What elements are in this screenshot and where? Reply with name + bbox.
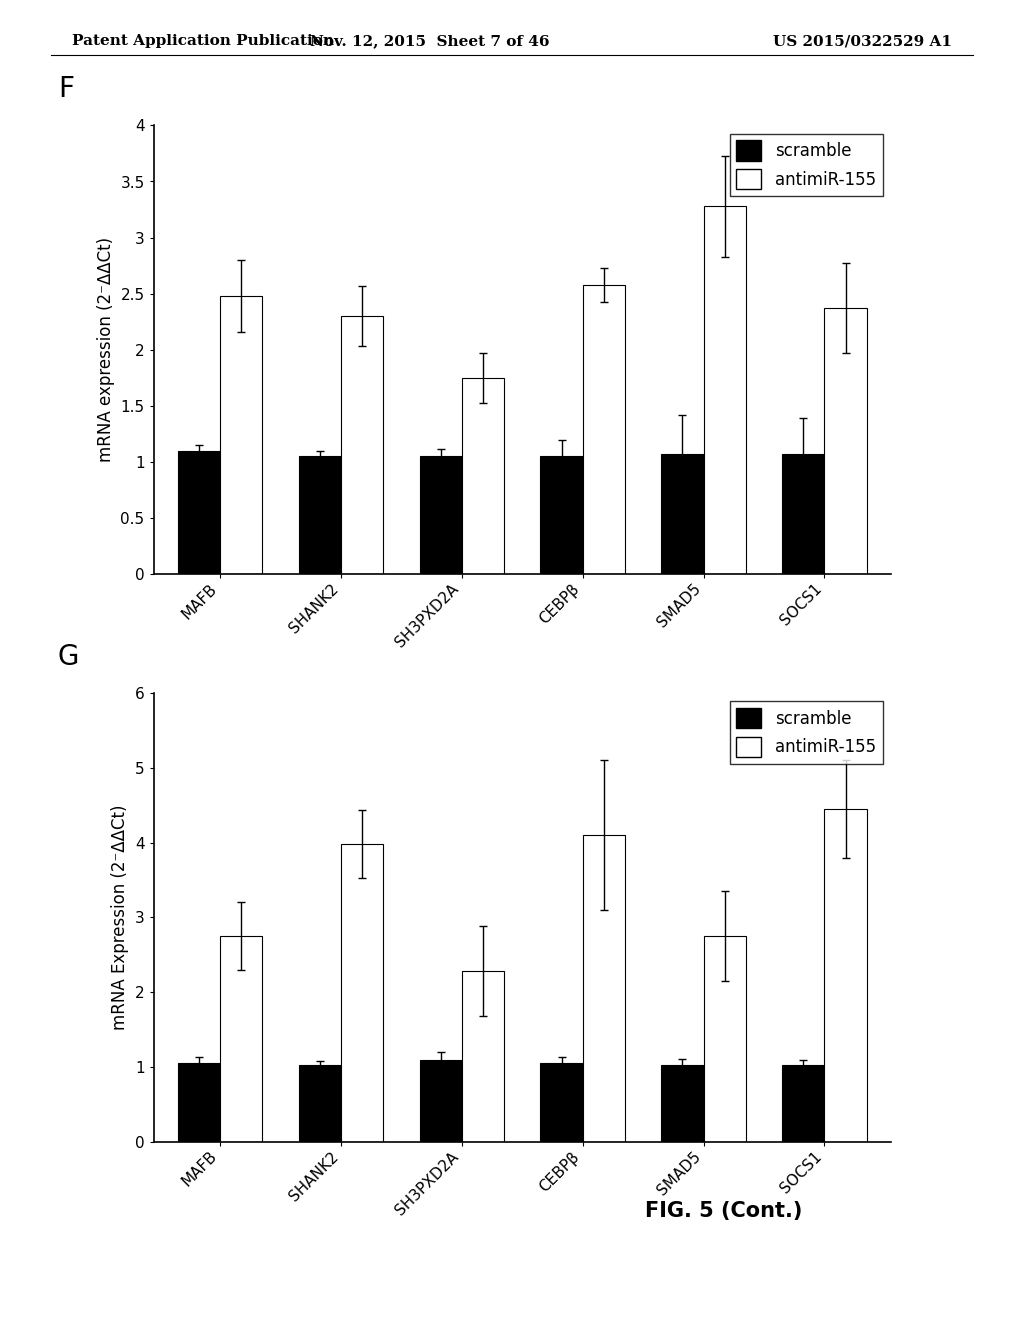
Text: F: F — [57, 75, 74, 103]
Legend: scramble, antimiR-155: scramble, antimiR-155 — [730, 133, 883, 197]
Text: FIG. 5 (Cont.): FIG. 5 (Cont.) — [645, 1201, 803, 1221]
Y-axis label: mRNA expression (2⁻ΔΔCt): mRNA expression (2⁻ΔΔCt) — [96, 238, 115, 462]
Bar — [662, 454, 703, 574]
Text: G: G — [57, 643, 79, 671]
Legend: scramble, antimiR-155: scramble, antimiR-155 — [730, 701, 883, 764]
Bar — [583, 285, 625, 574]
Bar — [299, 457, 341, 574]
Text: US 2015/0322529 A1: US 2015/0322529 A1 — [773, 34, 952, 49]
Bar — [782, 454, 824, 574]
Text: Nov. 12, 2015  Sheet 7 of 46: Nov. 12, 2015 Sheet 7 of 46 — [310, 34, 550, 49]
Bar — [541, 457, 583, 574]
Bar — [824, 309, 866, 574]
Bar — [220, 936, 262, 1142]
Bar — [824, 809, 866, 1142]
Bar — [583, 836, 625, 1142]
Bar — [703, 936, 745, 1142]
Bar — [420, 457, 462, 574]
Bar — [662, 1065, 703, 1142]
Bar — [178, 451, 220, 574]
Y-axis label: mRNA Expression (2⁻ΔΔCt): mRNA Expression (2⁻ΔΔCt) — [112, 805, 129, 1030]
Bar — [299, 1065, 341, 1142]
Bar — [420, 1060, 462, 1142]
Bar — [178, 1064, 220, 1142]
Bar — [541, 1064, 583, 1142]
Text: Patent Application Publication: Patent Application Publication — [72, 34, 334, 49]
Bar — [703, 206, 745, 574]
Bar — [341, 315, 383, 574]
Bar — [462, 972, 504, 1142]
Bar — [782, 1065, 824, 1142]
Bar — [462, 378, 504, 574]
Bar — [341, 843, 383, 1142]
Bar — [220, 296, 262, 574]
